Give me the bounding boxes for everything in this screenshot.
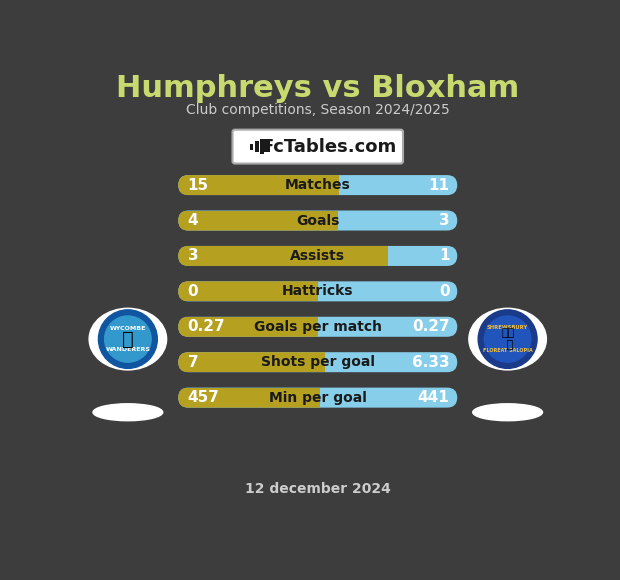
Text: 11: 11 <box>428 177 450 193</box>
Text: WYCOMBE: WYCOMBE <box>110 326 146 331</box>
Ellipse shape <box>89 309 167 370</box>
Text: 3: 3 <box>439 213 450 228</box>
FancyBboxPatch shape <box>179 317 458 337</box>
Text: 🦁🦁
 🦁: 🦁🦁 🦁 <box>501 328 514 350</box>
Ellipse shape <box>93 404 162 420</box>
Text: Club competitions, Season 2024/2025: Club competitions, Season 2024/2025 <box>186 103 450 117</box>
FancyBboxPatch shape <box>179 175 458 195</box>
Ellipse shape <box>472 404 542 420</box>
Text: 0.27: 0.27 <box>412 319 450 334</box>
FancyBboxPatch shape <box>179 281 458 302</box>
Text: 0.27: 0.27 <box>187 319 225 334</box>
FancyBboxPatch shape <box>179 387 458 408</box>
Bar <box>255 141 259 152</box>
Text: 3: 3 <box>187 248 198 263</box>
FancyBboxPatch shape <box>179 211 458 230</box>
Text: 0: 0 <box>187 284 198 299</box>
Text: 457: 457 <box>187 390 219 405</box>
Text: 12 december 2024: 12 december 2024 <box>245 482 391 496</box>
FancyBboxPatch shape <box>179 246 458 266</box>
Circle shape <box>105 316 151 362</box>
Text: 6.33: 6.33 <box>412 355 450 369</box>
FancyBboxPatch shape <box>179 246 458 266</box>
Text: Shots per goal: Shots per goal <box>261 355 374 369</box>
Circle shape <box>99 310 157 368</box>
Text: FcTables.com: FcTables.com <box>262 137 397 155</box>
Text: 0: 0 <box>439 284 450 299</box>
Text: Hattricks: Hattricks <box>282 284 353 298</box>
Text: FLOREAT SALOPIA: FLOREAT SALOPIA <box>483 348 533 353</box>
FancyBboxPatch shape <box>179 317 458 337</box>
Ellipse shape <box>469 309 546 370</box>
Text: Min per goal: Min per goal <box>269 390 366 405</box>
Text: 1: 1 <box>439 248 450 263</box>
Circle shape <box>478 310 537 368</box>
Bar <box>260 139 264 154</box>
Text: Goals per match: Goals per match <box>254 320 382 334</box>
Bar <box>266 141 270 152</box>
Text: Goals: Goals <box>296 213 339 227</box>
Text: 7: 7 <box>187 355 198 369</box>
FancyBboxPatch shape <box>179 352 458 372</box>
Text: Humphreys vs Bloxham: Humphreys vs Bloxham <box>116 74 520 103</box>
FancyBboxPatch shape <box>179 175 458 195</box>
FancyBboxPatch shape <box>232 130 403 164</box>
Text: WANDERERS: WANDERERS <box>105 347 151 353</box>
Text: 15: 15 <box>187 177 209 193</box>
FancyBboxPatch shape <box>179 211 458 230</box>
FancyBboxPatch shape <box>179 352 458 372</box>
Text: Matches: Matches <box>285 178 351 192</box>
Text: 4: 4 <box>187 213 198 228</box>
FancyBboxPatch shape <box>179 281 458 302</box>
Text: 🦢: 🦢 <box>122 329 134 349</box>
Circle shape <box>484 316 531 362</box>
Text: Assists: Assists <box>290 249 345 263</box>
FancyBboxPatch shape <box>179 387 458 408</box>
Bar <box>249 143 254 150</box>
Text: SHREWSBURY: SHREWSBURY <box>487 325 528 330</box>
Text: 441: 441 <box>418 390 450 405</box>
